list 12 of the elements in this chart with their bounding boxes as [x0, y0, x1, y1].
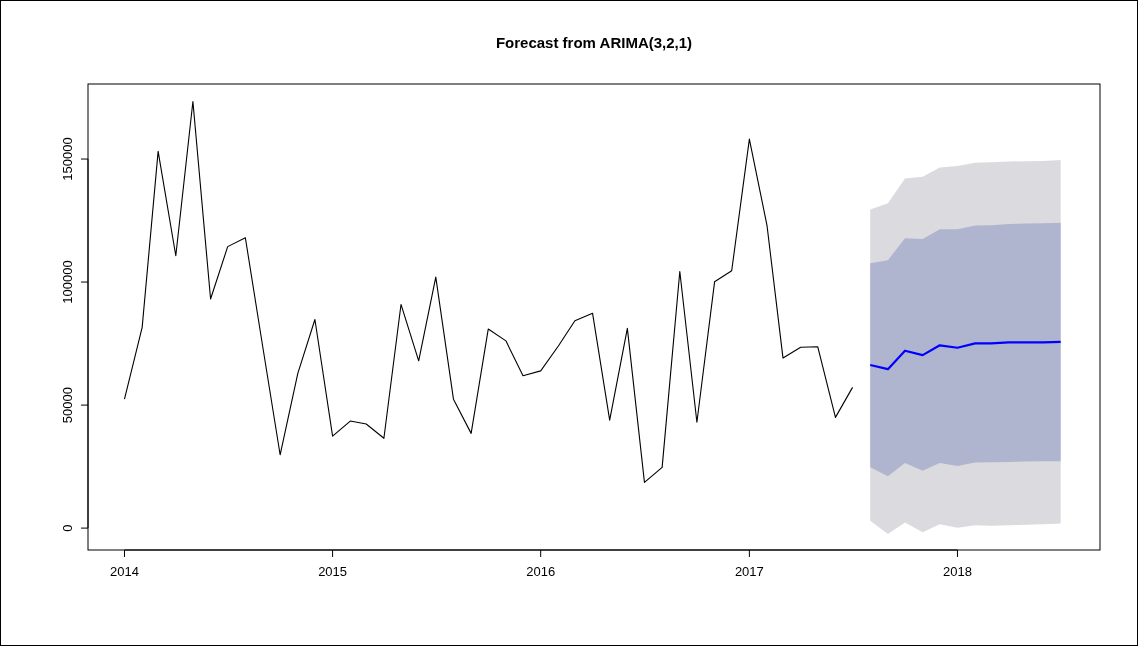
chart-title: Forecast from ARIMA(3,2,1): [495, 34, 693, 51]
line-series: [123, 100, 854, 483]
x-tick-label: 2017: [734, 564, 764, 579]
x-tick-label: 2018: [943, 564, 972, 579]
y-tick-label: 0: [60, 524, 75, 532]
y-tick-label: 150000: [60, 137, 75, 181]
x-tick-label: 2015: [318, 564, 348, 579]
y-tick-label: 100000: [60, 260, 75, 304]
x-tick-label: 2016: [526, 564, 556, 579]
line-series: [869, 340, 1062, 371]
y-tick-label: 50000: [60, 387, 75, 424]
x-tick-label: 2014: [110, 564, 139, 579]
